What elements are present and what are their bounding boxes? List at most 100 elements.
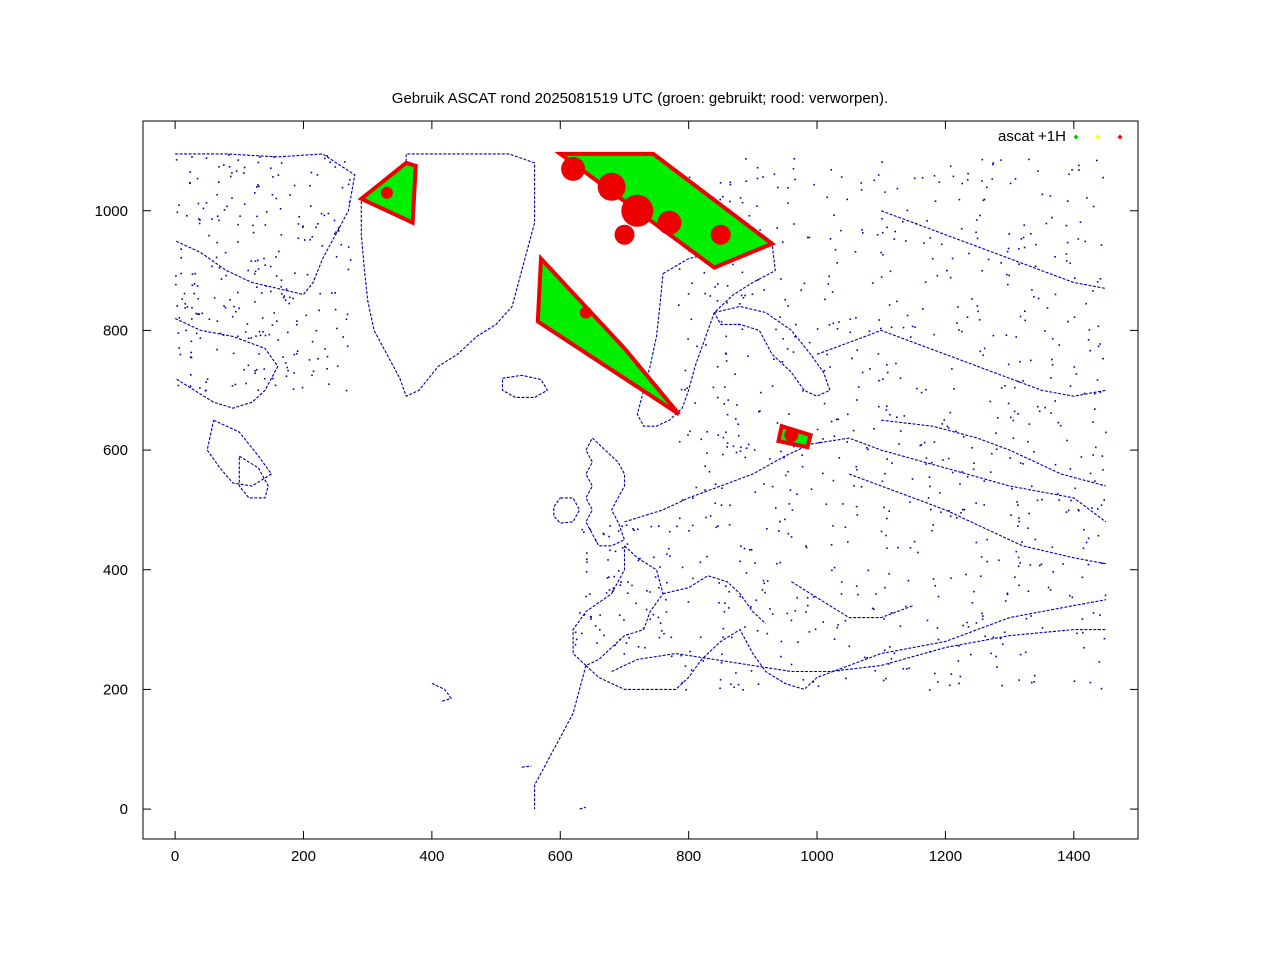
coastline-dot [1019, 315, 1022, 318]
coastline-dot [189, 171, 191, 173]
coastline-dot [239, 215, 241, 217]
coastline-dot [861, 229, 863, 231]
coastline-dot [599, 614, 601, 616]
coastline-dot [946, 269, 948, 272]
coastline-segment [791, 581, 914, 619]
coastline-dot [244, 331, 247, 333]
coastline-dot [742, 297, 745, 299]
coastline-dot [336, 327, 338, 330]
coastline-dot [910, 336, 912, 338]
coastline-dot [218, 219, 220, 222]
coastline-dot [621, 525, 623, 527]
coastline-dot [756, 630, 759, 632]
coastline-dot [1067, 509, 1070, 512]
coastline-dot [1023, 246, 1026, 249]
coastline-dot [589, 593, 591, 595]
coastline-dot [1037, 297, 1040, 300]
coastline-dot [704, 292, 706, 295]
coastline-dot [931, 257, 934, 260]
coastline-dot [732, 263, 734, 266]
coastline-dot [222, 334, 225, 336]
coastline-dot [284, 362, 287, 364]
coastline-dot [808, 631, 811, 633]
coastline-dot [271, 193, 274, 196]
coastline-dot [346, 313, 349, 316]
coastline-dot [844, 620, 847, 622]
coastline-dot [784, 518, 786, 521]
coastline-dot [840, 593, 843, 595]
coastline-dot [868, 330, 871, 333]
coastline-dot [264, 264, 266, 266]
coastline-dot [1050, 412, 1052, 414]
coastline-dot [326, 155, 328, 157]
coastline-dot [191, 273, 194, 275]
coastline-dot [728, 524, 731, 526]
coastline-dot [175, 159, 178, 161]
coastline-dot [286, 366, 289, 369]
coastline-dot [741, 328, 744, 330]
coastline-dot [688, 176, 691, 179]
coastline-dot [725, 360, 728, 362]
coastline-dot [295, 323, 298, 326]
coastline-dot [794, 610, 797, 612]
coastline-dot [924, 281, 927, 283]
coastline-dot [676, 525, 678, 528]
coastline-dot [1017, 504, 1019, 506]
coastline-dot [1096, 159, 1098, 162]
coastline-dot [190, 351, 192, 354]
coastline-dot [722, 636, 724, 639]
coastline-dot [612, 587, 615, 589]
coastline-dot [836, 262, 838, 264]
coastline-dot [787, 470, 789, 473]
coastline-dot [1083, 392, 1086, 395]
coastline-dot [1052, 571, 1054, 573]
coastline-dot [909, 501, 911, 503]
coastline-dot [318, 309, 320, 312]
coastline-dot [178, 317, 181, 319]
coastline-dot [256, 286, 258, 288]
coastline-dot [196, 177, 199, 180]
coastline-dot [975, 502, 977, 504]
coastline-dot [1086, 197, 1088, 199]
coastline-dot [805, 611, 807, 613]
coastline-dot [915, 222, 917, 225]
coastline-dot [790, 663, 793, 666]
coastline-dot [274, 384, 277, 387]
coastline-dot [1071, 596, 1074, 599]
coastline-dot [619, 584, 622, 586]
coastline-dot [349, 179, 351, 181]
coastline-dot [723, 403, 726, 405]
coastline-dot [939, 492, 941, 494]
coastline-dot [618, 614, 621, 616]
coastline-dot [1100, 687, 1103, 690]
coastline-dot [949, 411, 952, 414]
coastline-dot [833, 214, 835, 216]
coastline-dot [1002, 643, 1004, 646]
coastline-dot [848, 645, 851, 648]
coastline-dot [718, 582, 720, 584]
coastline-dot [860, 486, 863, 488]
coastline-dot [1049, 589, 1052, 591]
coastline-dot [876, 234, 879, 236]
coastline-dot [992, 636, 995, 638]
coastline-dot [335, 231, 337, 233]
coastline-dot [849, 318, 852, 320]
coastline-dot [736, 404, 738, 406]
coastline-dot [743, 547, 746, 550]
coastline-dot [691, 524, 694, 527]
coastline-dot [345, 389, 348, 392]
coastline-dot [637, 559, 640, 562]
coastline-dot [998, 559, 1000, 562]
coastline-dot [1017, 556, 1020, 559]
coastline-dot [1069, 468, 1072, 470]
coastline-dot [722, 627, 725, 630]
coastline-dot [958, 198, 961, 201]
coastline-dot [583, 614, 586, 616]
coastline-dot [737, 434, 740, 437]
coastline-dot [1058, 499, 1060, 501]
coastline-dot [726, 413, 729, 416]
coastline-dot [178, 347, 180, 349]
coastline-dot [837, 418, 840, 421]
coastline-dot [726, 446, 728, 448]
coastline-dot [338, 230, 340, 232]
